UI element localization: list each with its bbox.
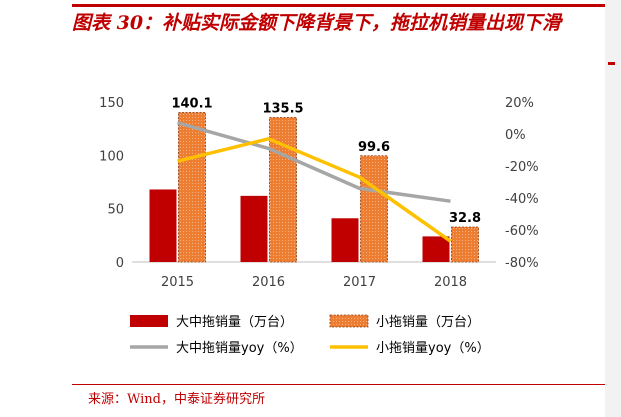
y-right-tick--20%: -20% (505, 160, 539, 175)
source-rule (72, 384, 605, 385)
y-left-tick-100: 100 (99, 149, 124, 164)
small-tractor-bar-2015 (178, 112, 206, 263)
large-medium-tractor-bar-2016 (240, 195, 268, 262)
y-left-tick-0: 0 (116, 256, 124, 271)
y-right-tick-20%: 20% (505, 96, 534, 111)
legend-swatch-2 (329, 314, 369, 328)
source-note: 来源：Wind，中泰证券研究所 (88, 392, 265, 407)
small-tractor-bar-2017 (360, 155, 388, 263)
data-label-2017: 99.6 (358, 140, 390, 155)
small-tractor-bar-2018 (451, 226, 479, 263)
large-medium-tractor-bar-2015 (149, 189, 177, 262)
y-right-tick--40%: -40% (505, 192, 539, 207)
legend-label-1: 大中拖销量（万台） (176, 315, 293, 330)
legend-label-3: 大中拖销量yoy（%） (176, 341, 303, 356)
large-medium-tractor-yoy-line (177, 121, 451, 203)
y-right-tick--80%: -80% (505, 256, 539, 271)
title-top-rule (72, 4, 610, 7)
data-label-2015: 140.1 (171, 97, 212, 112)
x-tick-label-2018: 2018 (434, 275, 467, 290)
data-label-2016: 135.5 (262, 101, 303, 116)
small-tractor-yoy-line (177, 137, 452, 243)
legend-swatch-1 (130, 315, 168, 327)
legend-label-2: 小拖销量（万台） (376, 315, 480, 330)
y-right-tick--60%: -60% (505, 224, 539, 239)
y-left-tick-150: 150 (99, 96, 124, 111)
large-medium-tractor-bar-2017 (331, 218, 359, 262)
chart: 140.1 135.5 99.6 32.8 2015 2016 2017 2018 0 50 10… (99, 96, 539, 356)
y-right-tick-0%: 0% (505, 128, 526, 143)
data-label-2018: 32.8 (449, 211, 481, 226)
x-tick-label-2016: 2016 (252, 275, 285, 290)
x-tick-label-2015: 2015 (161, 275, 194, 290)
adjacent-page-edge (605, 0, 621, 417)
legend-label-4: 小拖销量yoy（%） (376, 341, 490, 356)
large-medium-tractor-bar-2018 (422, 236, 450, 262)
chart-title: 图表 30：补贴实际金额下降背景下，拖拉机销量出现下滑 (72, 12, 562, 34)
x-tick-label-2017: 2017 (343, 275, 376, 290)
adjacent-page-rule (608, 62, 615, 65)
y-left-tick-50: 50 (107, 203, 124, 218)
